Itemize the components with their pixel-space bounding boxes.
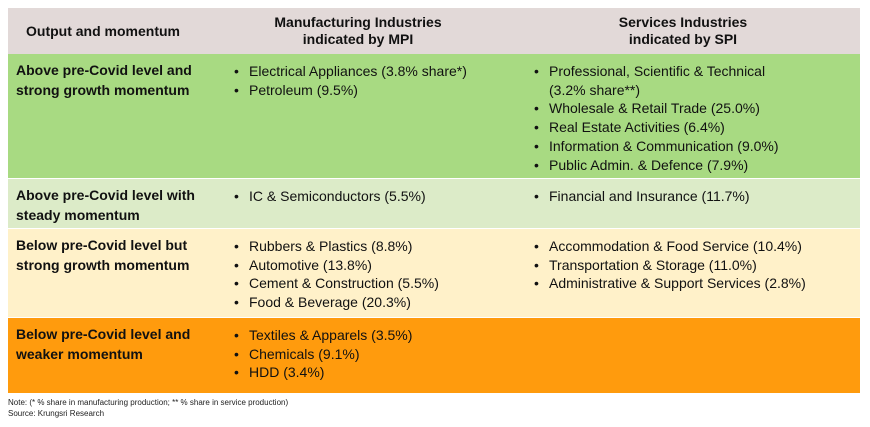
footnote-source: Source: Krungsri Research: [8, 409, 105, 418]
row-label-line: Below pre-Covid level but: [16, 237, 188, 253]
footnotes: Note: (* % share in manufacturing produc…: [8, 397, 288, 419]
list-item: Real Estate Activities (6.4%): [534, 118, 852, 137]
header-manufacturing-line2: indicated by MPI: [302, 31, 414, 47]
list-item: Accommodation & Food Service (10.4%): [534, 237, 852, 256]
table-row: Below pre-Covid level and weaker momentu…: [8, 318, 860, 393]
header-services-line1: Services Industries: [618, 14, 748, 30]
list-item: Rubbers & Plastics (8.8%): [234, 237, 502, 256]
list-item-text: Professional, Scientific & Technical: [549, 63, 766, 79]
list-item: Automotive (13.8%): [234, 256, 502, 275]
list-item: IC & Semiconductors (5.5%): [234, 187, 502, 206]
header-manufacturing: Manufacturing Industries indicated by MP…: [210, 10, 510, 52]
row-label-line: Above pre-Covid level with: [16, 187, 195, 203]
list-item: Textiles & Apparels (3.5%): [234, 326, 502, 345]
row-label-line: weaker momentum: [16, 346, 143, 362]
list-item: Petroleum (9.5%): [234, 81, 502, 100]
list-item: Wholesale & Retail Trade (25.0%): [534, 99, 852, 118]
row-label: Above pre-Covid level with steady moment…: [8, 179, 210, 228]
manufacturing-cell: Rubbers & Plastics (8.8%) Automotive (13…: [210, 229, 510, 317]
row-label-line: steady momentum: [16, 207, 140, 223]
list-item: Transportation & Storage (11.0%): [534, 256, 852, 275]
manufacturing-cell: Electrical Appliances (3.8% share*) Petr…: [210, 54, 510, 178]
list-item-continuation: (3.2% share**): [549, 81, 641, 98]
list-item: Electrical Appliances (3.8% share*): [234, 62, 502, 81]
list-item: Information & Communication (9.0%): [534, 137, 852, 156]
table-header: Output and momentum Manufacturing Indust…: [8, 8, 860, 54]
list-item: Food & Beverage (20.3%): [234, 293, 502, 312]
list-item: Cement & Construction (5.5%): [234, 274, 502, 293]
table-row: Above pre-Covid level and strong growth …: [8, 54, 860, 179]
row-label-line: Below pre-Covid level and: [16, 326, 191, 342]
list-item: Professional, Scientific & Technical (3.2…: [534, 62, 852, 99]
header-output-momentum: Output and momentum: [26, 23, 180, 39]
services-cell: Financial and Insurance (11.7%): [510, 179, 860, 228]
row-label: Below pre-Covid level and weaker momentu…: [8, 318, 210, 393]
list-item: Administrative & Support Services (2.8%): [534, 274, 852, 293]
list-item: HDD (3.4%): [234, 363, 502, 382]
header-services-line2: indicated by SPI: [628, 31, 738, 47]
header-services: Services Industries indicated by SPI: [510, 10, 860, 52]
services-cell: Professional, Scientific & Technical (3.2…: [510, 54, 860, 178]
table-row: Above pre-Covid level with steady moment…: [8, 179, 860, 229]
footnote-note: Note: (* % share in manufacturing produc…: [8, 398, 289, 407]
list-item: Public Admin. & Defence (7.9%): [534, 156, 852, 175]
momentum-table: Output and momentum Manufacturing Indust…: [8, 8, 860, 393]
manufacturing-cell: Textiles & Apparels (3.5%) Chemicals (9.…: [210, 318, 510, 393]
row-label-line: Above pre-Covid level and: [16, 62, 192, 78]
row-label-line: strong growth momentum: [16, 257, 190, 273]
table-row: Below pre-Covid level but strong growth …: [8, 229, 860, 318]
header-manufacturing-line1: Manufacturing Industries: [274, 14, 442, 30]
services-cell: [510, 318, 860, 393]
services-cell: Accommodation & Food Service (10.4%) Tra…: [510, 229, 860, 317]
row-label: Above pre-Covid level and strong growth …: [8, 54, 210, 178]
row-label-line: strong growth momentum: [16, 82, 190, 98]
manufacturing-cell: IC & Semiconductors (5.5%): [210, 179, 510, 228]
list-item: Financial and Insurance (11.7%): [534, 187, 852, 206]
list-item: Chemicals (9.1%): [234, 345, 502, 364]
row-label: Below pre-Covid level but strong growth …: [8, 229, 210, 317]
